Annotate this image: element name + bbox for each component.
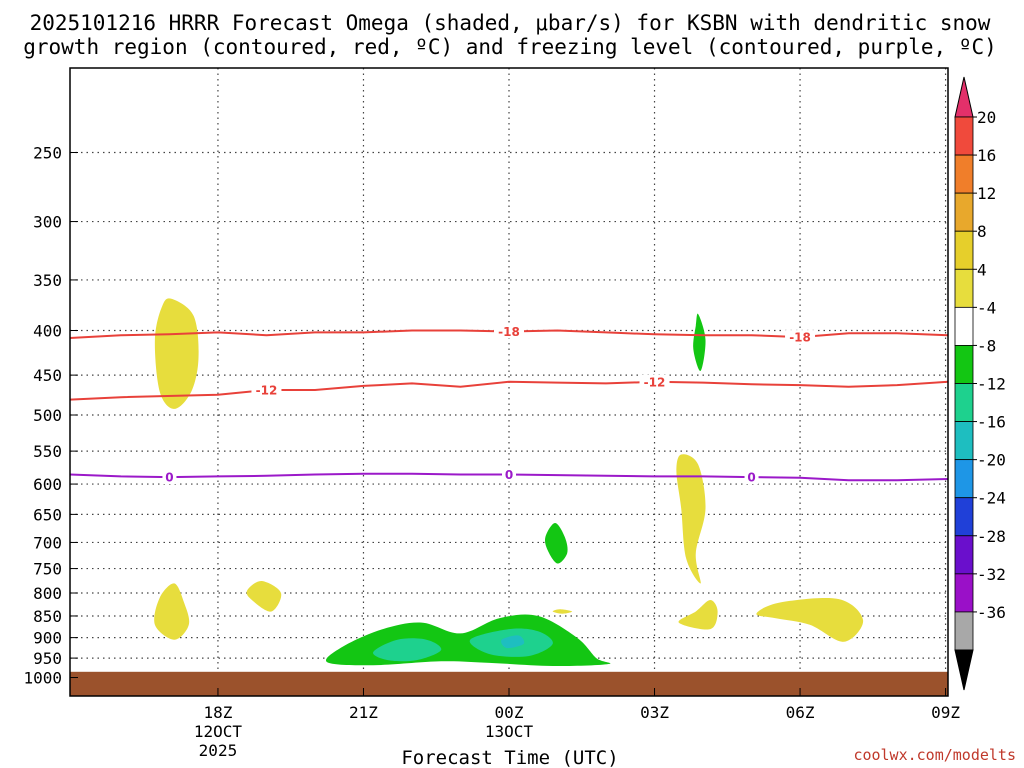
colorbar-label: -12 — [977, 375, 1006, 394]
omega-shade-region — [552, 609, 573, 614]
omega-shade-region — [501, 635, 525, 649]
omega-shade-region — [246, 580, 282, 612]
x-tick-label: 13OCT — [485, 722, 534, 741]
contour-label-bg — [744, 470, 759, 485]
colorbar-label: 8 — [977, 222, 987, 241]
colorbar-segment — [954, 421, 974, 461]
x-tick-label: 06Z — [786, 703, 815, 722]
colorbar-segment — [954, 154, 974, 194]
colorbar-label: -24 — [977, 489, 1006, 508]
y-tick-label: 500 — [33, 406, 62, 425]
temperature-contours: -18 -18 -12 -12 0 0 0 — [69, 324, 949, 485]
y-tick-label: 450 — [33, 366, 62, 385]
omega-shade-region — [544, 523, 568, 564]
y-tick-label: 250 — [33, 144, 62, 163]
omega-shade-region — [756, 597, 864, 642]
colorbar: 20 16 12 8 4 -4 -8 -12 -16 -20 -24 -28 -32 -36 — [954, 76, 1006, 691]
credit-text: coolwx.com/modelts — [853, 746, 1016, 764]
colorbar-segment — [954, 306, 974, 346]
omega-shade-region — [678, 600, 718, 630]
colorbar-segment — [954, 535, 974, 575]
contour-label: 0 — [747, 471, 755, 485]
y-tick-label: 900 — [33, 629, 62, 648]
colorbar-segment — [954, 611, 974, 651]
colorbar-segment — [954, 345, 974, 384]
y-tick-label: 800 — [33, 584, 62, 603]
colorbar-segment — [954, 116, 974, 156]
chart-title-line-1: 2025101216 HRRR Forecast Omega (shaded, … — [30, 11, 991, 35]
colorbar-segment — [954, 192, 974, 232]
omega-shade-region — [373, 638, 442, 662]
colorbar-label: -4 — [977, 298, 996, 317]
chart-title-line-2: growth region (contoured, red, ºC) and f… — [23, 35, 997, 59]
x-tick-label: 2025 — [199, 741, 238, 760]
y-tick-label: 400 — [33, 322, 62, 341]
colorbar-label: -16 — [977, 413, 1006, 432]
colorbar-segment — [954, 459, 974, 499]
colorbar-label: -36 — [977, 603, 1006, 622]
colorbar-segment — [954, 268, 974, 308]
contour-label-bg — [251, 382, 282, 397]
omega-shade-region — [693, 313, 706, 371]
x-tick-label: 21Z — [349, 703, 378, 722]
plot-frame — [69, 67, 949, 697]
contour-label: -12 — [644, 375, 666, 389]
contour-label-bg — [494, 324, 524, 339]
colorbar-segment — [954, 230, 974, 270]
colorbar-label: -20 — [977, 451, 1006, 470]
colorbar-label: 20 — [977, 108, 996, 127]
colorbar-label: -28 — [977, 527, 1006, 546]
contour-label: -12 — [256, 383, 278, 397]
y-tick-label: 300 — [33, 213, 62, 232]
contour-label-bg — [162, 470, 177, 485]
omega-shade-region — [154, 298, 199, 409]
y-tick-label: 650 — [33, 505, 62, 524]
contour-line — [69, 380, 949, 401]
y-tick-label: 1000 — [23, 669, 62, 688]
x-tick-label: 09Z — [931, 703, 960, 722]
y-tick-label: 350 — [33, 271, 62, 290]
colorbar-segment — [954, 573, 974, 613]
omega-shade-region — [326, 614, 611, 667]
colorbar-label: -8 — [977, 336, 996, 355]
colorbar-label: 12 — [977, 184, 996, 203]
colorbar-label: 16 — [977, 146, 996, 165]
omega-shaded-regions — [154, 298, 864, 667]
colorbar-label: 4 — [977, 260, 987, 279]
y-tick-label: 600 — [33, 475, 62, 494]
contour-label: -18 — [789, 331, 811, 345]
y-tick-label: 700 — [33, 533, 62, 552]
contour-label: 0 — [165, 471, 173, 485]
x-tick-label: 12OCT — [194, 722, 243, 741]
y-tick-label: 550 — [33, 442, 62, 461]
colorbar-segment — [954, 497, 974, 537]
x-axis-label: Forecast Time (UTC) — [401, 747, 618, 768]
x-tick-label: 00Z — [495, 703, 524, 722]
contour-label-bg — [502, 467, 516, 482]
y-tick-label: 850 — [33, 607, 62, 626]
contour-label-bg — [785, 330, 816, 345]
colorbar-segment — [954, 383, 974, 422]
colorbar-bottom-arrow — [954, 649, 974, 691]
y-tick-label: 750 — [33, 560, 62, 579]
omega-shade-region — [676, 454, 706, 584]
colorbar-label: -32 — [977, 565, 1006, 584]
contour-label: -18 — [498, 325, 520, 339]
colorbar-top-arrow — [954, 76, 974, 118]
omega-shade-region — [154, 583, 190, 640]
x-tick-label: 18Z — [203, 703, 232, 722]
axes: 250 300 350 400 450 500 550 600 650 700 750 800 850 9… — [23, 67, 960, 760]
contour-label-bg — [639, 374, 670, 389]
x-tick-label: 03Z — [640, 703, 669, 722]
contour-label: 0 — [505, 468, 513, 482]
y-tick-label: 950 — [33, 649, 62, 668]
